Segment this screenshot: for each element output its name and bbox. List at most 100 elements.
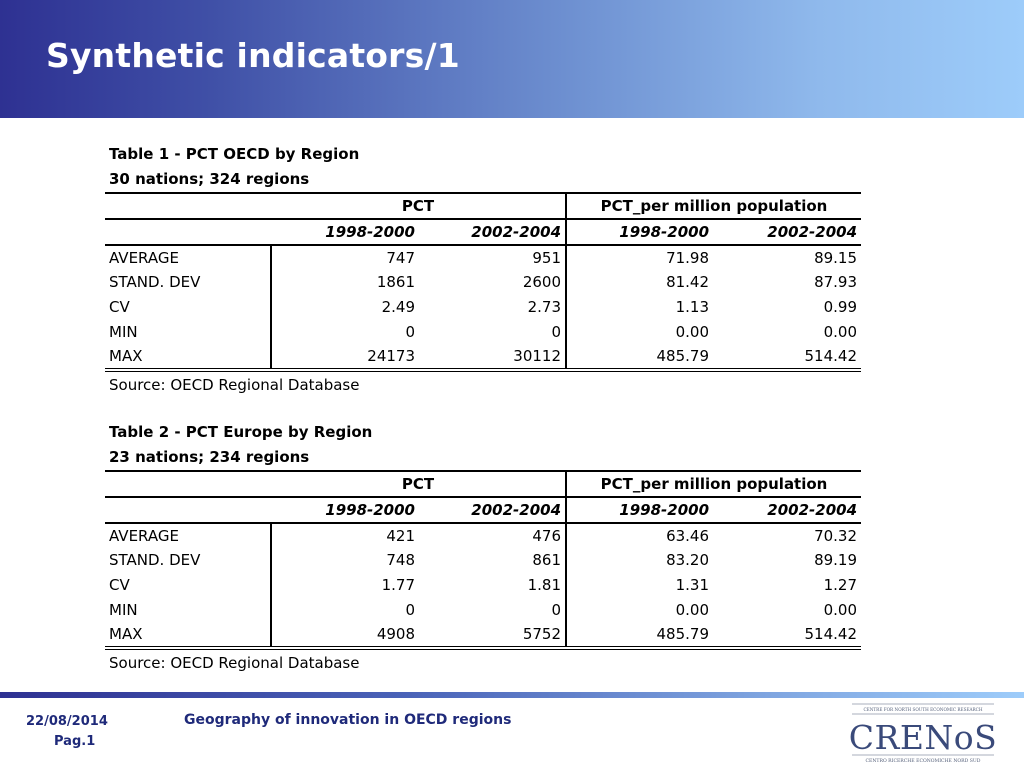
row-label: MIN	[105, 319, 272, 345]
table-subcaption: 23 nations; 234 regions	[109, 448, 310, 466]
table-caption: Table 1 - PCT OECD by Region	[109, 145, 360, 163]
footer-topic: Geography of innovation in OECD regions	[184, 712, 512, 728]
cell: 1.31	[675, 576, 710, 595]
row-label: CV	[105, 294, 272, 320]
cell: 89.19	[814, 551, 858, 570]
table-subcaption: 30 nations; 324 regions	[109, 170, 310, 188]
empty-header-cell	[105, 219, 271, 246]
cell: 0.00	[823, 600, 858, 619]
cell: 0	[405, 600, 415, 619]
row-label: MAX	[105, 344, 272, 373]
empty-header-cell	[105, 192, 271, 220]
group-header-pct: PCT	[271, 470, 568, 498]
cell: 1861	[376, 273, 415, 292]
cell: 1.27	[823, 576, 858, 595]
table-row: MAX 4908 5752 485.79 514.42	[105, 622, 862, 651]
table-row: MIN 0 0 0.00 0.00	[105, 597, 861, 623]
logo-brand-text: CRENoS	[849, 718, 996, 757]
cell: 748	[386, 551, 415, 570]
empty-header-cell	[105, 497, 271, 524]
period-header: 2002-2004	[713, 219, 862, 246]
period-header: 2002-2004	[713, 497, 862, 524]
row-label: MIN	[105, 597, 272, 623]
cell: 485.79	[566, 344, 714, 373]
row-label: AVERAGE	[105, 523, 272, 548]
period-header: 1998-2000	[566, 497, 714, 524]
period-header: 1998-2000	[271, 497, 419, 524]
table-source: Source: OECD Regional Database	[109, 376, 360, 395]
table-row: STAND. DEV 1861 2600 81.42 87.93	[105, 270, 861, 295]
footer-date: 22/08/2014	[26, 714, 108, 729]
footer-page-number: Pag.1	[54, 734, 96, 749]
cell: 1.13	[675, 298, 710, 317]
table-row: STAND. DEV 748 861 83.20 89.19	[105, 548, 861, 573]
empty-header-cell	[105, 470, 271, 498]
group-header-row: PCT PCT_per million population	[105, 470, 862, 498]
cell: 0.00	[823, 322, 858, 341]
cell: 514.42	[713, 622, 862, 651]
table-row: AVERAGE 747 951 71.98 89.15	[105, 245, 861, 270]
slide-title: Synthetic indicators/1	[46, 36, 460, 75]
table-row: MIN 0 0 0.00 0.00	[105, 319, 861, 345]
logo-top-text: CENTRE FOR NORTH SOUTH ECONOMIC RESEARCH	[863, 707, 982, 712]
period-header: 2002-2004	[419, 497, 568, 524]
cell: 81.42	[666, 273, 710, 292]
period-header: 2002-2004	[419, 219, 568, 246]
cell: 0	[419, 597, 568, 623]
cell: 24173	[271, 344, 419, 373]
cell: 476	[419, 523, 568, 548]
row-label: MAX	[105, 622, 272, 651]
data-table: PCT PCT_per million population 1998-2000…	[105, 192, 862, 373]
group-header-pct-per-million: PCT_per million population	[566, 470, 862, 498]
cell: 951	[419, 245, 568, 270]
group-header-pct-per-million: PCT_per million population	[566, 192, 862, 220]
table-row: CV 2.49 2.73 1.13 0.99	[105, 294, 861, 320]
cell: 83.20	[666, 551, 710, 570]
table-row: AVERAGE 421 476 63.46 70.32	[105, 523, 861, 548]
cell: 0	[419, 319, 568, 345]
row-label: STAND. DEV	[105, 548, 272, 573]
logo-bottom-text: CENTRO RICERCHE ECONOMICHE NORD SUD	[866, 758, 981, 764]
row-label: CV	[105, 572, 272, 598]
data-table: PCT PCT_per million population 1998-2000…	[105, 470, 862, 651]
row-label: AVERAGE	[105, 245, 272, 270]
cell: 421	[386, 527, 415, 545]
cell: 2.49	[381, 298, 415, 317]
table-source: Source: OECD Regional Database	[109, 654, 360, 673]
cell: 0.00	[675, 322, 710, 341]
table-1: Table 1 - PCT OECD by Region 30 nations;…	[105, 142, 862, 398]
cell: 0.99	[823, 298, 858, 317]
crenos-logo: CENTRE FOR NORTH SOUTH ECONOMIC RESEARCH…	[849, 703, 996, 764]
cell: 2600	[419, 270, 568, 295]
cell: 87.93	[814, 273, 858, 292]
period-header: 1998-2000	[566, 219, 714, 246]
cell: 485.79	[566, 622, 714, 651]
cell: 89.15	[814, 249, 858, 267]
cell: 70.32	[814, 527, 858, 545]
table-row: MAX 24173 30112 485.79 514.42	[105, 344, 862, 373]
row-label: STAND. DEV	[105, 270, 272, 295]
cell: 30112	[419, 344, 568, 373]
cell: 0	[405, 322, 415, 341]
cell: 2.73	[419, 294, 568, 320]
cell: 0.00	[675, 600, 710, 619]
table-row: CV 1.77 1.81 1.31 1.27	[105, 572, 861, 598]
footer-divider	[0, 692, 1024, 698]
cell: 4908	[271, 622, 419, 651]
period-header: 1998-2000	[271, 219, 419, 246]
group-header-pct: PCT	[271, 192, 568, 220]
cell: 63.46	[666, 527, 710, 545]
title-banner: Synthetic indicators/1	[0, 0, 1024, 118]
table-2: Table 2 - PCT Europe by Region 23 nation…	[105, 420, 862, 676]
table-caption: Table 2 - PCT Europe by Region	[109, 423, 373, 441]
cell: 747	[386, 249, 415, 267]
cell: 71.98	[666, 249, 710, 267]
cell: 1.81	[419, 572, 568, 598]
cell: 5752	[419, 622, 568, 651]
cell: 514.42	[713, 344, 862, 373]
period-header-row: 1998-2000 2002-2004 1998-2000 2002-2004	[105, 219, 862, 246]
cell: 1.77	[381, 576, 415, 595]
period-header-row: 1998-2000 2002-2004 1998-2000 2002-2004	[105, 497, 862, 524]
cell: 861	[419, 548, 568, 573]
group-header-row: PCT PCT_per million population	[105, 192, 862, 220]
